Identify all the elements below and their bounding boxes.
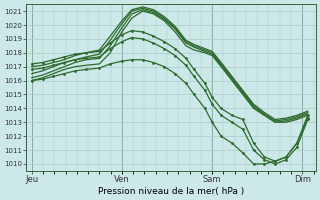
X-axis label: Pression niveau de la mer( hPa ): Pression niveau de la mer( hPa ) — [98, 187, 244, 196]
